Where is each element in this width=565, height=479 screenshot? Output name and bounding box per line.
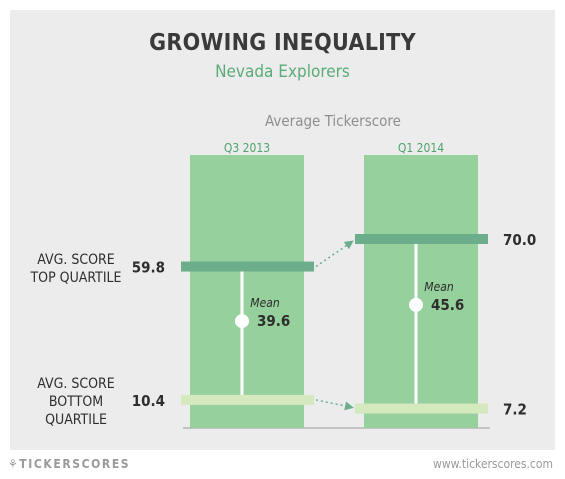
mean-label: Mean xyxy=(250,296,280,310)
bottom-change-arrow xyxy=(315,399,354,411)
bottom-quartile-series-label: AVG. SCORE xyxy=(37,376,115,392)
top-change-arrow xyxy=(315,240,354,268)
bottom-quartile-value-label: 7.2 xyxy=(503,401,527,419)
category-column xyxy=(364,155,478,428)
top-quartile-bar xyxy=(181,261,314,272)
chart-title: GROWING INEQUALITY xyxy=(149,30,416,56)
bottom-quartile-series-label: QUARTILE xyxy=(45,412,107,428)
category-label: Q3 2013 xyxy=(224,141,270,155)
bottom-quartile-bar xyxy=(355,403,488,414)
top-quartile-value-label: 59.8 xyxy=(132,259,165,277)
mean-label: Mean xyxy=(424,280,454,294)
top-quartile-bar xyxy=(355,234,488,244)
category-label: Q1 2014 xyxy=(398,141,444,155)
category-column xyxy=(190,155,304,428)
top-quartile-series-label: AVG. SCORE xyxy=(37,252,115,268)
bottom-quartile-series-label: BOTTOM xyxy=(49,394,103,410)
footer-url[interactable]: www.tickerscores.com xyxy=(433,457,553,471)
axis-title: Average Tickerscore xyxy=(265,112,401,130)
bottom-quartile-bar xyxy=(181,394,314,405)
top-quartile-series-label: TOP QUARTILE xyxy=(29,270,121,286)
top-quartile-value-label: 70.0 xyxy=(503,231,536,249)
chart-subtitle: Nevada Explorers xyxy=(215,62,350,82)
bottom-quartile-value-label: 10.4 xyxy=(132,392,165,410)
mean-value-label: 39.6 xyxy=(257,312,290,330)
mean-value-label: 45.6 xyxy=(431,296,464,314)
brand-logo: ⚘TICKERSCORES xyxy=(8,457,131,471)
mean-point xyxy=(409,297,423,312)
mean-point xyxy=(235,314,249,329)
